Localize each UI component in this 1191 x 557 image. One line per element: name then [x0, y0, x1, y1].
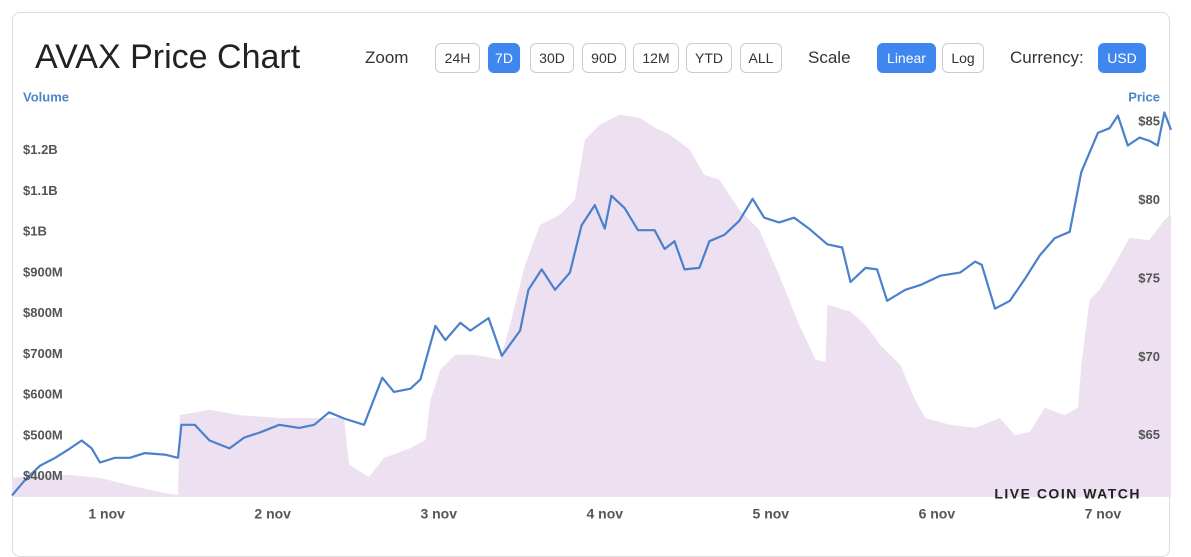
zoom-button[interactable]: 12M — [633, 43, 679, 73]
x-tick-label: 5 nov — [753, 506, 790, 522]
chart: $400M $500M $600M $700M $800M $900M $1B $1.1B $1… — [11, 89, 1173, 522]
x-tick-label: 3 nov — [420, 506, 457, 522]
y-tick-label: $900M — [23, 264, 63, 279]
zoom-button[interactable]: YTD — [686, 43, 732, 73]
y2-tick-label: $85 — [1138, 113, 1160, 128]
x-tick-label: 7 nov — [1085, 506, 1122, 522]
currency-button[interactable]: USD — [1098, 43, 1146, 73]
y-tick-label: $1B — [23, 224, 47, 239]
y-tick-label: $500M — [23, 427, 63, 442]
y2-tick-label: $70 — [1138, 349, 1160, 364]
y-tick-label: $800M — [23, 305, 63, 320]
y2-tick-label: $75 — [1138, 270, 1160, 285]
page: {"toolbar": {"zoom": {"label": "Zoom", "… — [11, 12, 1173, 557]
scale-button[interactable]: Log — [942, 43, 984, 73]
y2-tick-label: $80 — [1138, 192, 1160, 207]
x-tick-label: 4 nov — [586, 506, 623, 522]
y-tick-label: $1.2B — [23, 142, 58, 157]
y-tick-label: $700M — [23, 346, 63, 361]
currency-label: Currency: — [1010, 48, 1084, 67]
x-tick-label: 6 nov — [919, 506, 956, 522]
x-tick-label: 1 nov — [88, 506, 125, 522]
y-tick-label: $600M — [23, 387, 63, 402]
x-tick-label: 2 nov — [254, 506, 291, 522]
zoom-button[interactable]: 90D — [582, 43, 626, 73]
zoom-button[interactable]: ALL — [740, 43, 782, 73]
y2-axis-title: Price — [1128, 89, 1160, 104]
y-tick-label: $400M — [23, 468, 63, 483]
watermark: LIVE COIN WATCH — [994, 486, 1141, 502]
y2-tick-label: $65 — [1138, 427, 1160, 442]
zoom-label: Zoom — [365, 48, 409, 67]
scale-button[interactable]: Linear — [877, 43, 936, 73]
zoom-button[interactable]: 24H — [435, 43, 480, 73]
zoom-button[interactable]: 7D — [488, 43, 520, 73]
chart-title: AVAX Price Chart — [35, 38, 301, 76]
scale-label: Scale — [808, 48, 851, 67]
zoom-button[interactable]: 30D — [530, 43, 574, 73]
price-line — [11, 111, 1173, 497]
volume-area — [12, 114, 1171, 497]
y-axis-title: Volume — [23, 89, 69, 104]
y-tick-label: $1.1B — [23, 183, 58, 198]
